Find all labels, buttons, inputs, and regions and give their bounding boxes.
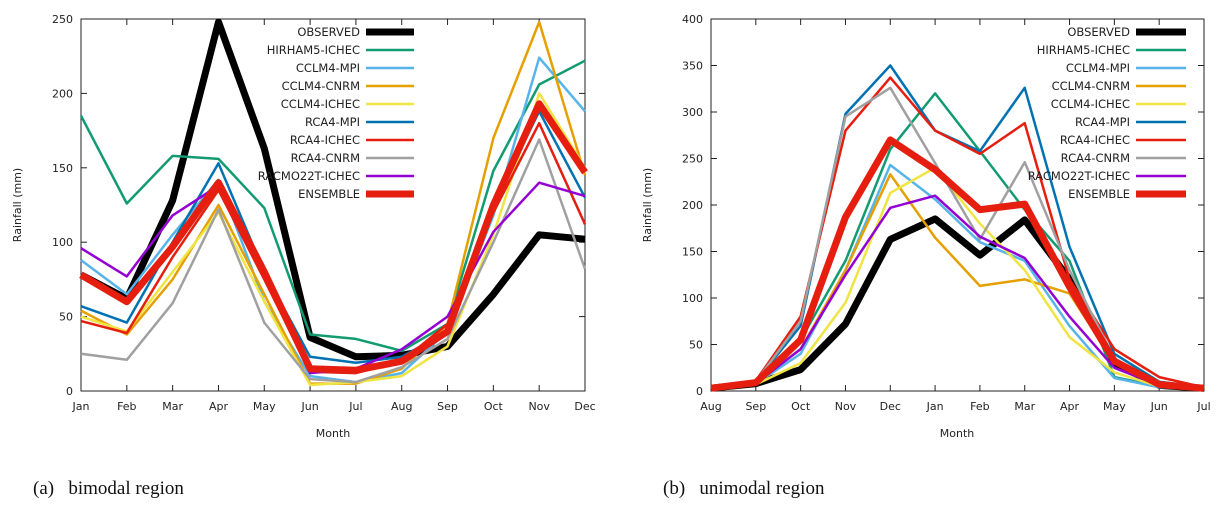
legend-label: CCLM4-CNRM	[1052, 79, 1130, 93]
series-line-cclm4-cnrm	[80, 20, 587, 385]
x-tick-label: Oct	[791, 400, 811, 413]
series-lines	[79, 18, 588, 387]
legend-label: CCLM4-ICHEC	[281, 97, 360, 111]
chart-bimodal: 0 50 100 150 200 250 Jan Feb Mar Apr May Jun Jul Aug…	[11, 13, 596, 499]
x-tick-label: Nov	[528, 400, 550, 413]
x-tick-label: Jun	[300, 400, 318, 413]
y-tick-label: 250	[52, 13, 73, 26]
legend-label: RACMO22T-ICHEC	[1028, 169, 1130, 183]
x-axis-label: Month	[940, 427, 975, 440]
legend-label: CCLM4-CNRM	[282, 79, 360, 93]
plot-frame	[710, 18, 1205, 392]
legend-label: RCA4-CNRM	[1061, 151, 1130, 165]
y-axis-label: Rainfall (mm)	[641, 168, 654, 242]
y-tick-label: 350	[682, 60, 703, 73]
y-tick-label: 150	[682, 246, 703, 259]
x-tick-label: Feb	[970, 400, 989, 413]
series-line-cclm4-mpi	[710, 163, 1205, 390]
legend-label: OBSERVED	[297, 25, 360, 39]
legend-label: ENSEMBLE	[298, 187, 360, 201]
series-line-cclm4-ichec	[710, 166, 1205, 390]
x-tick-label: Dec	[574, 400, 595, 413]
y-tick-label: 200	[682, 199, 703, 212]
legend: OBSERVED HIRHAM5-ICHEC CCLM4-MPI CCLM4-CNRM…	[1028, 25, 1186, 201]
y-tick-label: 0	[696, 385, 703, 398]
legend-label: RCA4-ICHEC	[290, 133, 360, 147]
y-tick-label: 100	[52, 236, 73, 249]
plot-frame	[80, 18, 586, 392]
x-axis-ticks: Jan Feb Mar Apr May Jun Jul Aug Sep Oct Nov Dec	[72, 19, 596, 413]
y-tick-label: 300	[682, 106, 703, 119]
x-axis-label: Month	[316, 427, 351, 440]
chart-unimodal: 0 50 100 150 200 250 300 350 400 Aug Sep Oct Nov Dec…	[641, 13, 1211, 499]
legend-label: RCA4-ICHEC	[1060, 133, 1130, 147]
x-tick-label: Apr	[209, 400, 229, 413]
x-tick-label: Nov	[835, 400, 857, 413]
y-axis-ticks: 0 50 100 150 200 250 300 350 400	[682, 13, 1204, 398]
y-tick-label: 200	[52, 87, 73, 100]
y-tick-label: 100	[682, 292, 703, 305]
series-lines	[710, 64, 1205, 392]
legend-label: OBSERVED	[1067, 25, 1130, 39]
legend-label: CCLM4-MPI	[1066, 61, 1130, 75]
series-line-rca4-ichec	[710, 76, 1205, 390]
series-line-observed	[79, 18, 586, 361]
legend-label: RCA4-MPI	[1075, 115, 1130, 129]
legend-label: RACMO22T-ICHEC	[258, 169, 360, 183]
y-tick-label: 50	[689, 339, 703, 352]
y-tick-label: 150	[52, 162, 73, 175]
x-tick-label: Jun	[1150, 400, 1168, 413]
caption-a: (a) bimodal region	[33, 478, 184, 499]
x-axis-ticks: Aug Sep Oct Nov Dec Jan Feb Mar Apr May Jun Jul	[700, 19, 1211, 413]
x-tick-label: Aug	[700, 400, 721, 413]
series-line-ensemble	[710, 136, 1205, 392]
x-tick-label: May	[1103, 400, 1126, 413]
y-tick-label: 50	[59, 311, 73, 324]
x-tick-label: Dec	[880, 400, 901, 413]
series-line-racmo22t-ichec	[710, 194, 1205, 390]
x-tick-label: Mar	[1014, 400, 1035, 413]
legend: OBSERVED HIRHAM5-ICHEC CCLM4-MPI CCLM4-CNRM…	[258, 25, 414, 201]
x-tick-label: Mar	[162, 400, 183, 413]
caption-b: (b) unimodal region	[663, 478, 825, 499]
legend-label: CCLM4-MPI	[296, 61, 360, 75]
x-tick-label: Jul	[348, 400, 362, 413]
y-tick-label: 400	[682, 13, 703, 26]
y-tick-label: 0	[66, 385, 73, 398]
y-tick-label: 250	[682, 153, 703, 166]
x-tick-label: Feb	[117, 400, 136, 413]
legend-label: HIRHAM5-ICHEC	[267, 43, 360, 57]
legend-label: ENSEMBLE	[1068, 187, 1130, 201]
x-tick-label: Sep	[437, 400, 458, 413]
legend-label: CCLM4-ICHEC	[1051, 97, 1130, 111]
legend-label: RCA4-CNRM	[291, 151, 360, 165]
x-tick-label: Sep	[745, 400, 766, 413]
legend-label: RCA4-MPI	[305, 115, 360, 129]
x-tick-label: Oct	[484, 400, 504, 413]
x-tick-label: Apr	[1060, 400, 1080, 413]
x-tick-label: Aug	[391, 400, 412, 413]
x-tick-label: Jul	[1196, 400, 1210, 413]
x-tick-label: May	[253, 400, 276, 413]
y-axis-label: Rainfall (mm)	[11, 168, 24, 242]
series-line-ensemble	[79, 100, 588, 374]
series-line-cclm4-ichec	[80, 92, 587, 387]
x-tick-label: Jan	[72, 400, 90, 413]
series-line-hirham5-ichec	[79, 59, 586, 353]
x-tick-label: Jan	[926, 400, 944, 413]
legend-label: HIRHAM5-ICHEC	[1037, 43, 1130, 57]
